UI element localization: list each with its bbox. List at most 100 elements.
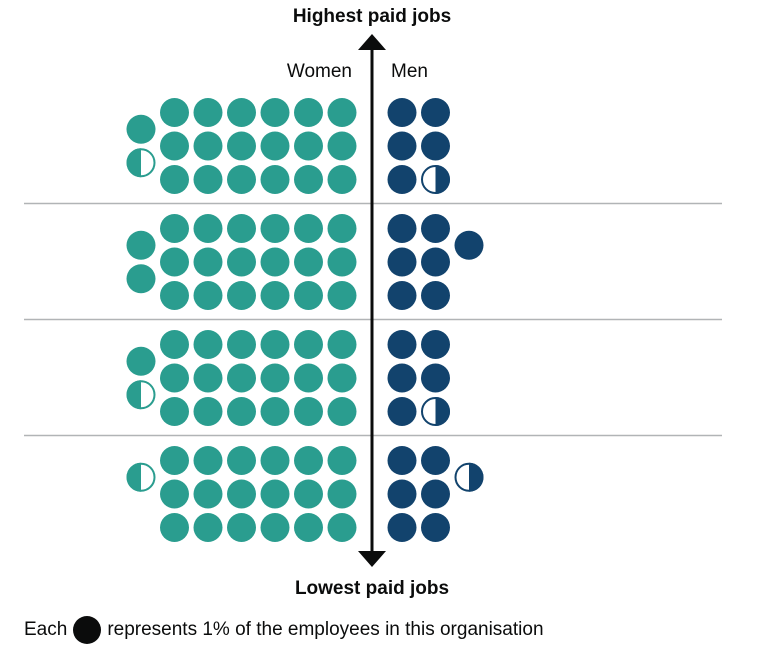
women-dot	[327, 330, 357, 359]
women-dot	[327, 446, 357, 475]
men-dot	[387, 165, 417, 194]
women-dot	[126, 230, 156, 260]
women-dot	[294, 247, 323, 277]
women-dot	[260, 397, 290, 426]
women-dot	[160, 247, 189, 277]
women-dot-half	[126, 148, 156, 178]
men-dot	[387, 397, 417, 426]
women-dot	[327, 98, 357, 127]
men-label: Men	[391, 61, 428, 82]
women-dot	[327, 479, 357, 509]
women-dot	[327, 214, 357, 243]
women-dot	[193, 131, 223, 161]
men-dot	[387, 98, 417, 127]
men-dot	[454, 230, 484, 260]
axis-top-label: Highest paid jobs	[293, 6, 451, 27]
women-dot	[160, 281, 189, 310]
men-dot	[421, 98, 450, 127]
women-dot	[193, 446, 223, 475]
women-dot	[227, 247, 256, 277]
men-dot	[421, 214, 450, 243]
women-dot	[294, 479, 323, 509]
men-dot	[421, 513, 450, 542]
women-dot	[227, 98, 256, 127]
men-dot-half	[421, 165, 450, 194]
legend-suffix: represents 1% of the employees in this o…	[107, 619, 544, 640]
women-dot	[260, 98, 290, 127]
men-dot	[387, 479, 417, 509]
women-dot-half	[126, 462, 156, 492]
women-dot	[193, 330, 223, 359]
women-dot	[227, 281, 256, 310]
women-dot	[126, 264, 156, 294]
women-dot	[160, 98, 189, 127]
women-dot	[227, 165, 256, 194]
women-dot	[160, 131, 189, 161]
women-dot	[193, 281, 223, 310]
legend-dot-icon	[73, 616, 102, 644]
women-dot	[193, 98, 223, 127]
women-dot	[327, 397, 357, 426]
women-dot	[193, 214, 223, 243]
women-dot	[126, 114, 156, 144]
women-dot	[227, 363, 256, 393]
women-dot	[193, 247, 223, 277]
women-dot	[327, 165, 357, 194]
pay-quartile-chart: Highest paid jobs Lowest paid jobs Women…	[24, 6, 722, 599]
men-dot	[387, 281, 417, 310]
women-dot	[227, 214, 256, 243]
men-dot	[387, 247, 417, 277]
women-dot	[227, 330, 256, 359]
women-dot	[294, 363, 323, 393]
women-dot	[294, 281, 323, 310]
women-dot	[260, 513, 290, 542]
men-dot	[421, 479, 450, 509]
women-dot	[160, 513, 189, 542]
women-dot	[126, 346, 156, 376]
women-dot	[160, 446, 189, 475]
women-dot	[260, 165, 290, 194]
women-dot	[260, 131, 290, 161]
women-dot	[294, 98, 323, 127]
women-dot	[193, 165, 223, 194]
men-dot	[421, 363, 450, 393]
women-dot	[260, 247, 290, 277]
men-dot-half	[421, 397, 450, 426]
men-dot	[421, 330, 450, 359]
men-dot-half	[454, 462, 484, 492]
men-dot	[387, 214, 417, 243]
women-dot	[227, 479, 256, 509]
men-dot	[387, 330, 417, 359]
women-dot	[260, 281, 290, 310]
women-dot	[227, 513, 256, 542]
women-dot	[260, 446, 290, 475]
women-dot-half	[126, 380, 156, 410]
women-dot	[160, 479, 189, 509]
men-dot	[421, 247, 450, 277]
women-dot	[193, 397, 223, 426]
pay-axis	[358, 34, 386, 567]
women-dot	[327, 513, 357, 542]
women-label: Women	[287, 61, 352, 82]
women-dot	[294, 513, 323, 542]
men-dot	[387, 446, 417, 475]
men-dot	[421, 446, 450, 475]
women-dot	[260, 479, 290, 509]
women-dot	[260, 363, 290, 393]
men-dot	[387, 363, 417, 393]
women-dot	[294, 214, 323, 243]
pictogram-dots	[126, 98, 484, 542]
women-dot	[160, 363, 189, 393]
arrow-down-icon	[358, 551, 386, 567]
women-dot	[227, 397, 256, 426]
women-dot	[160, 165, 189, 194]
women-dot	[160, 397, 189, 426]
arrow-up-icon	[358, 34, 386, 50]
women-dot	[327, 281, 357, 310]
men-dot	[387, 131, 417, 161]
legend: Each represents 1% of the employees in t…	[24, 616, 544, 644]
men-dot	[421, 131, 450, 161]
women-dot	[294, 397, 323, 426]
women-dot	[193, 513, 223, 542]
women-dot	[260, 214, 290, 243]
